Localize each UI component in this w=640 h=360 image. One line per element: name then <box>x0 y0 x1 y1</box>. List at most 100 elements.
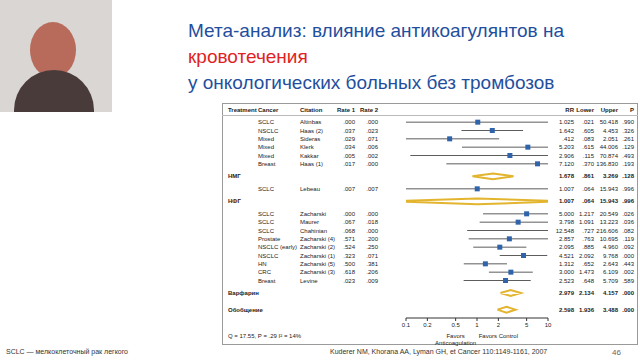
html-text:Rate 1: Rate 1 <box>337 106 355 113</box>
html-text:46: 46 <box>612 348 621 357</box>
html-text:.996: .996 <box>622 197 634 204</box>
svg-text:10: 10 <box>545 322 552 328</box>
html-text:.092: .092 <box>622 243 634 250</box>
html-text:.064: .064 <box>582 197 594 204</box>
html-text:.990: .990 <box>622 118 634 125</box>
html-text:Treatment Cancer: Treatment Cancer <box>228 106 279 113</box>
html-text:13.223: 13.223 <box>599 218 618 225</box>
html-text:5.000: 5.000 <box>559 210 574 217</box>
html-text:Zacharski: Zacharski <box>300 210 326 217</box>
html-text:.861: .861 <box>582 172 594 179</box>
html-text:.067: .067 <box>343 218 355 225</box>
html-text:.250: .250 <box>366 243 378 250</box>
html-text:RR Lower: RR Lower <box>565 106 594 113</box>
html-text:НФГ: НФГ <box>228 197 241 204</box>
html-text:SCLC: SCLC <box>258 218 274 225</box>
html-text:15.943: 15.943 <box>599 197 618 204</box>
svg-text:2: 2 <box>497 322 501 328</box>
html-text:.885: .885 <box>582 243 594 250</box>
svg-text:0.2: 0.2 <box>423 322 432 328</box>
html-text:5.203: 5.203 <box>559 143 574 150</box>
html-text:.017: .017 <box>343 160 355 167</box>
html-text:.129: .129 <box>622 143 634 150</box>
html-text:.370 136.830: .370 136.830 <box>582 160 618 167</box>
html-text:4.960: 4.960 <box>603 243 618 250</box>
html-text:Prostate: Prostate <box>258 235 281 242</box>
svg-text:0.5: 0.5 <box>451 322 460 328</box>
html-text:.018: .018 <box>366 218 378 225</box>
html-text:.007: .007 <box>366 185 378 192</box>
html-text:.412: .412 <box>562 135 574 142</box>
html-text:.026: .026 <box>622 210 634 217</box>
html-text:.083: .083 <box>582 135 594 142</box>
html-text:.571: .571 <box>343 235 355 242</box>
html-text:.036: .036 <box>622 218 634 225</box>
html-text:.524: .524 <box>343 243 355 250</box>
html-text:.193: .193 <box>622 160 634 167</box>
html-text:1.091: 1.091 <box>579 218 594 225</box>
html-text:Lebeau: Lebeau <box>300 185 320 192</box>
html-text:Zacharski (4): Zacharski (4) <box>300 235 335 242</box>
html-text:.615: .615 <box>582 143 594 150</box>
html-text:2.051: 2.051 <box>603 135 618 142</box>
html-text:SCLC: SCLC <box>258 118 274 125</box>
html-text:HN: HN <box>258 260 267 267</box>
html-text:1.678: 1.678 <box>559 172 574 179</box>
svg-text:5: 5 <box>525 322 529 328</box>
html-text:50.418: 50.418 <box>599 118 618 125</box>
html-text:SCLC: SCLC <box>258 185 274 192</box>
html-text:3.269: 3.269 <box>603 172 618 179</box>
html-text:.128: .128 <box>622 172 634 179</box>
html-text:Haas (1): Haas (1) <box>300 160 323 167</box>
html-text:.000: .000 <box>366 160 378 167</box>
html-text:Favors Anticoagulation: Favors Anticoagulation <box>435 333 477 346</box>
html-text:Zacharski (2): Zacharski (2) <box>300 243 335 250</box>
html-text:Altinbas: Altinbas <box>300 118 322 125</box>
html-text:.000: .000 <box>366 210 378 217</box>
html-text:.119: .119 <box>622 235 634 242</box>
html-text:1.217: 1.217 <box>579 210 594 217</box>
html-text:.029: .029 <box>343 135 355 142</box>
html-text:Citation: Citation <box>300 106 323 113</box>
html-text:Мета-анализ: влияние антикоагу: Мета-анализ: влияние антикоагулянтов на <box>188 20 564 41</box>
svg-text:1: 1 <box>475 322 479 328</box>
html-text:20.549: 20.549 <box>599 210 618 217</box>
html-text:7.120: 7.120 <box>559 160 574 167</box>
html-text:.000: .000 <box>366 118 378 125</box>
html-text:1.025: 1.025 <box>559 118 574 125</box>
html-text:.200: .200 <box>366 235 378 242</box>
html-text:.006: .006 <box>366 143 378 150</box>
html-text:3.798: 3.798 <box>559 218 574 225</box>
html-text:.071: .071 <box>366 135 378 142</box>
html-text:Maurer: Maurer <box>300 218 319 225</box>
html-text:.000: .000 <box>343 118 355 125</box>
html-text:Mixed: Mixed <box>258 135 274 142</box>
html-text:Klerk: Klerk <box>300 143 314 150</box>
html-text:.763: .763 <box>582 235 594 242</box>
html-text:1.007: 1.007 <box>559 197 574 204</box>
html-text:Mixed: Mixed <box>258 143 274 150</box>
html-text:Rate 2: Rate 2 <box>360 106 378 113</box>
html-text:Sideras: Sideras <box>300 135 321 142</box>
html-text:Breast: Breast <box>258 160 276 167</box>
svg-text:0.1: 0.1 <box>402 322 411 328</box>
html-text:2.857: 2.857 <box>559 235 574 242</box>
html-text:.021: .021 <box>582 118 594 125</box>
html-text:15.943: 15.943 <box>599 185 618 192</box>
html-text:.000: .000 <box>343 210 355 217</box>
html-text:Upper: Upper <box>600 106 618 113</box>
html-text:НМГ: НМГ <box>228 172 241 179</box>
html-text:.996: .996 <box>622 185 634 192</box>
html-text:.261: .261 <box>622 135 634 142</box>
html-text:10.695: 10.695 <box>599 235 618 242</box>
html-text:1.007: 1.007 <box>559 185 574 192</box>
html-text:кровотечения: кровотечения <box>188 46 308 67</box>
html-text:.034: .034 <box>343 143 355 150</box>
html-text:у онкологических больных без т: у онкологических больных без тромбозов <box>188 72 555 93</box>
html-text:2.095: 2.095 <box>559 243 574 250</box>
html-text:.007: .007 <box>343 185 355 192</box>
html-text:.064: .064 <box>582 185 594 192</box>
html-text:44.006: 44.006 <box>599 143 618 150</box>
html-text:NSCLC (early): NSCLC (early) <box>258 243 297 250</box>
html-text:SCLC: SCLC <box>258 210 274 217</box>
